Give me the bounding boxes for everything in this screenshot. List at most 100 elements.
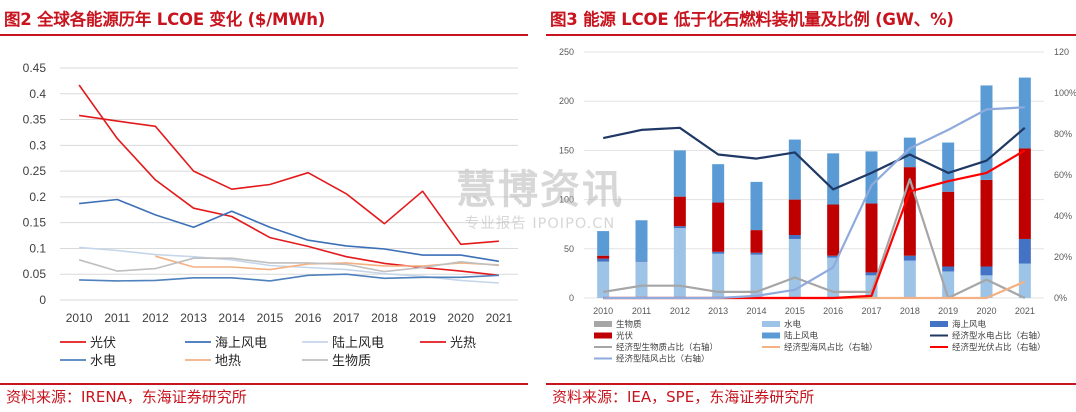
bar-segment: [903, 260, 916, 298]
y-tick-label: 0.35: [23, 113, 47, 127]
x-tick-label: 2013: [708, 306, 728, 316]
legend-label: 经济型水电占比（右轴）: [952, 331, 1046, 342]
y-tick-label: 0.25: [23, 164, 47, 178]
bar-segment: [903, 137, 916, 168]
bar-segment: [980, 266, 993, 276]
y-tick-label: 0.3: [29, 138, 46, 152]
bar-segment: [673, 226, 686, 229]
y-tick-label: 0.2: [29, 190, 46, 204]
x-tick-label: 2019: [938, 306, 958, 316]
legend-label: 光伏: [616, 331, 634, 342]
y-tick-label: 0.4: [29, 87, 46, 101]
x-tick-label: 2020: [447, 311, 474, 325]
bar-segment: [865, 203, 878, 273]
y2-tick-label: 100%: [1054, 88, 1076, 98]
bar-segment: [980, 85, 993, 180]
x-tick-label: 2012: [670, 306, 690, 316]
legend-label: 经济型陆风占比（右轴）: [616, 354, 710, 365]
x-tick-label: 2010: [593, 306, 613, 316]
ratio-line-3: [603, 149, 1026, 300]
x-tick-label: 2018: [900, 306, 920, 316]
y2-tick-label: 0%: [1054, 293, 1067, 303]
legend-swatch: [930, 321, 948, 327]
bar-segment: [673, 228, 686, 298]
bar-segment: [750, 254, 763, 298]
y-tick-label: 250: [559, 47, 574, 57]
series-line-3: [78, 114, 499, 246]
y2-tick-label: 60%: [1054, 170, 1072, 180]
y-tick-label: 0.15: [23, 216, 47, 230]
bar-segment: [827, 255, 840, 258]
bar-segment: [942, 266, 955, 272]
legend-label: 生物质: [616, 319, 642, 330]
legend-label: 水电: [784, 319, 802, 330]
x-tick-label: 2015: [785, 306, 805, 316]
bar-segment: [1018, 238, 1031, 264]
legend-label: 水电: [90, 354, 116, 369]
bar-segment: [980, 179, 993, 267]
x-tick-label: 2016: [295, 311, 322, 325]
y-tick-label: 0: [39, 293, 46, 307]
bar-segment: [750, 181, 763, 231]
bar-segment: [942, 142, 955, 192]
right-combo-chart: 0 50 100 150 200 250 0% 20% 40% 60% 80% 100% 120 2010…: [559, 47, 1076, 365]
y-tick-label: 50: [564, 244, 574, 254]
left-source-note: 资料来源：IRENA，东海证券研究所: [6, 388, 247, 406]
bar-segment: [750, 252, 763, 255]
bar-segment: [788, 235, 801, 239]
x-tick-label: 2021: [486, 311, 513, 325]
y-tick-label: 0: [569, 293, 574, 303]
bar-segment: [712, 202, 725, 252]
series-line-0: [78, 84, 499, 277]
bar-segment: [712, 253, 725, 298]
right-source-note: 资料来源：IEA，SPE，东海证券研究所: [552, 388, 815, 406]
bar-segment: [788, 199, 801, 236]
bar-segment: [865, 272, 878, 276]
x-tick-label: 2013: [180, 311, 207, 325]
legend-label: 生物质: [332, 354, 371, 369]
x-tick-label: 2014: [218, 311, 245, 325]
legend-label: 陆上风电: [332, 335, 384, 351]
y-tick-label: 0.45: [23, 61, 47, 75]
y-tick-label: 0.05: [23, 267, 47, 281]
y-tick-label: 200: [559, 96, 574, 106]
series-line-4: [79, 273, 499, 282]
bar-segment: [827, 204, 840, 256]
series-line-6: [78, 257, 499, 273]
bar-segment: [903, 255, 916, 261]
legend-swatch: [762, 321, 780, 327]
bar-segment: [673, 196, 686, 227]
bar-segment: [788, 238, 801, 298]
legend-label: 地热: [215, 354, 241, 369]
bar-segment: [1018, 77, 1031, 149]
series-line-1: [79, 198, 500, 263]
x-tick-label: 2011: [632, 306, 651, 316]
y-tick-label: 100: [559, 195, 574, 205]
x-tick-label: 2021: [1015, 306, 1035, 316]
legend-label: 海上风电: [952, 319, 987, 330]
y2-tick-label: 40%: [1054, 211, 1072, 221]
y-tick-label: 0.1: [29, 241, 46, 255]
legend-label: 经济型海风占比（右轴）: [784, 342, 878, 353]
legend-label: 经济型生物质占比（右轴）: [616, 342, 718, 353]
ratio-line-1: [603, 178, 1026, 300]
bar-segment: [597, 255, 610, 259]
bar-segment: [788, 139, 801, 200]
bar-segment: [712, 164, 725, 203]
x-tick-label: 2018: [371, 311, 398, 325]
legend-label: 海上风电: [215, 336, 267, 351]
legend-swatch: [594, 332, 612, 339]
x-tick-label: 2017: [333, 311, 360, 325]
bar-segment: [750, 230, 763, 253]
bar-segment: [1018, 263, 1031, 298]
bar-segment: [712, 251, 725, 254]
right-figure-title: 图3 能源 LCOE 低于化石燃料装机量及比例 (GW、%): [550, 10, 954, 29]
bar-segment: [942, 191, 955, 267]
y2-tick-label: 20%: [1054, 252, 1072, 262]
x-tick-label: 2012: [142, 311, 169, 325]
y2-tick-label: 120: [1054, 47, 1069, 57]
x-tick-label: 2014: [746, 306, 766, 316]
x-tick-label: 2016: [823, 306, 843, 316]
x-tick-label: 2015: [257, 311, 284, 325]
legend-label: 光伏: [90, 336, 116, 351]
